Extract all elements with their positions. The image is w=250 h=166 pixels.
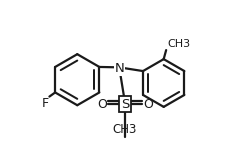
- Text: S: S: [121, 98, 129, 111]
- Text: CH3: CH3: [113, 124, 137, 136]
- Text: N: N: [114, 62, 124, 75]
- Text: O: O: [143, 98, 153, 111]
- Text: CH3: CH3: [167, 39, 190, 49]
- Text: F: F: [42, 97, 49, 110]
- Text: O: O: [97, 98, 107, 111]
